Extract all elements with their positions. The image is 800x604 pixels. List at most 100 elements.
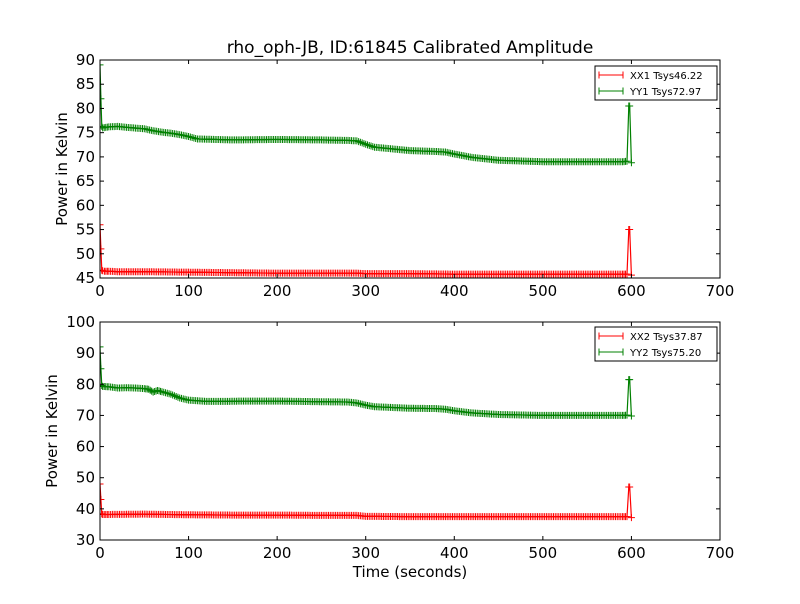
data-point [356,138,364,146]
legend-marker [598,87,624,95]
legend-label: XX1 Tsys46.22 [630,71,703,82]
data-point [151,388,159,396]
y-tick-label: 80 [76,375,95,393]
data-point [100,496,105,504]
y-axis-label: Power in Kelvin [43,374,61,488]
legend: XX2 Tsys37.87 YY2 Tsys75.20 [594,326,718,362]
y-tick-label: 100 [66,313,95,331]
data-point [174,393,182,401]
x-tick-label: 300 [351,282,380,300]
data-point [355,138,363,146]
series-line [100,224,632,276]
data-point [169,391,177,399]
y-tick-label: 30 [76,531,95,549]
y-tick-label: 90 [76,344,95,362]
legend-box [594,65,718,101]
y-tick-label: 70 [76,406,95,424]
data-point [353,137,361,145]
x-tick-label: 100 [174,544,203,562]
y-tick-label: 60 [76,196,95,214]
y-tick-label: 60 [76,438,95,456]
y-tick-label: 80 [76,99,95,117]
series-2-group [100,61,635,167]
y-tick-label: 85 [76,75,95,93]
x-tick-label: 700 [706,544,735,562]
legend-label: YY1 Tsys72.97 [629,87,701,98]
data-point [369,143,377,151]
x-tick-label: 400 [440,544,469,562]
y-tick-label: 45 [76,269,95,287]
x-tick-label: 100 [174,282,203,300]
x-tick-label: 0 [95,282,105,300]
y-tick-label: 40 [76,500,95,518]
y-tick-label: 50 [76,245,95,263]
legend-marker [598,332,624,340]
data-point [100,343,104,351]
data-point [100,221,104,229]
data-point [367,142,375,150]
data-point [100,61,104,69]
y-tick-label: 55 [76,221,95,239]
data-point [100,365,105,373]
series-1-group [100,480,635,522]
data-point [170,392,178,400]
chart-panel-2: 0 100 200 300 400 500 600 700 30 40 50 60 70 80 90 100 P… [43,313,734,581]
series-line [100,64,632,163]
panels-group: 0 100 200 300 400 500 600 700455055606570758085… [43,51,734,581]
x-tick-label: 300 [351,544,380,562]
data-point [627,412,635,420]
legend-box [594,326,718,362]
y-tick-label: 50 [76,469,95,487]
data-point [627,514,635,522]
x-tick-label: 500 [529,282,558,300]
y-tick-label: 65 [76,172,95,190]
data-point [626,226,634,234]
y-axis-label: Power in Kelvin [53,112,71,226]
data-point [626,376,634,384]
x-tick-label: 400 [440,282,469,300]
data-point [363,141,371,149]
data-point [100,245,105,253]
x-tick-label: 0 [95,544,105,562]
x-tick-label: 500 [529,544,558,562]
x-tick-label: 600 [617,282,646,300]
axes-frame [99,321,721,541]
data-point [626,483,634,491]
series-1-group [100,221,635,278]
data-point [623,411,631,419]
chart-panel-1: 0 100 200 300 400 500 600 700 45 50 55 60 65 70 75 80 85… [53,51,734,300]
data-point [623,270,631,278]
series-2-group [100,343,635,420]
data-point [627,159,635,167]
data-point [362,140,370,148]
data-point [623,513,631,521]
x-tick-label: 200 [263,544,292,562]
data-point [365,141,373,149]
data-point [100,95,105,103]
data-point [100,480,104,488]
data-point [146,386,154,394]
y-tick-label: 90 [76,51,95,69]
x-tick-label: 700 [706,282,735,300]
data-point [360,140,368,148]
x-tick-label: 200 [263,282,292,300]
axes-frame [99,59,721,279]
data-point [172,392,180,400]
y-tick-label: 70 [76,148,95,166]
y-tick-label: 75 [76,124,95,142]
legend-marker [598,348,624,356]
data-point [623,157,631,165]
legend-label: XX2 Tsys37.87 [630,332,703,343]
legend-marker [598,71,624,79]
legend: XX1 Tsys46.22 YY1 Tsys72.97 [594,65,718,101]
data-point [358,139,366,147]
figure-title: rho_oph-JB, ID:61845 Calibrated Amplitud… [227,38,594,58]
legend-label: YY2 Tsys75.20 [629,348,701,359]
data-point [167,390,175,398]
data-point [626,102,634,110]
x-tick-label: 600 [617,544,646,562]
data-point [149,388,157,396]
x-axis-label: Time (seconds) [352,563,468,581]
